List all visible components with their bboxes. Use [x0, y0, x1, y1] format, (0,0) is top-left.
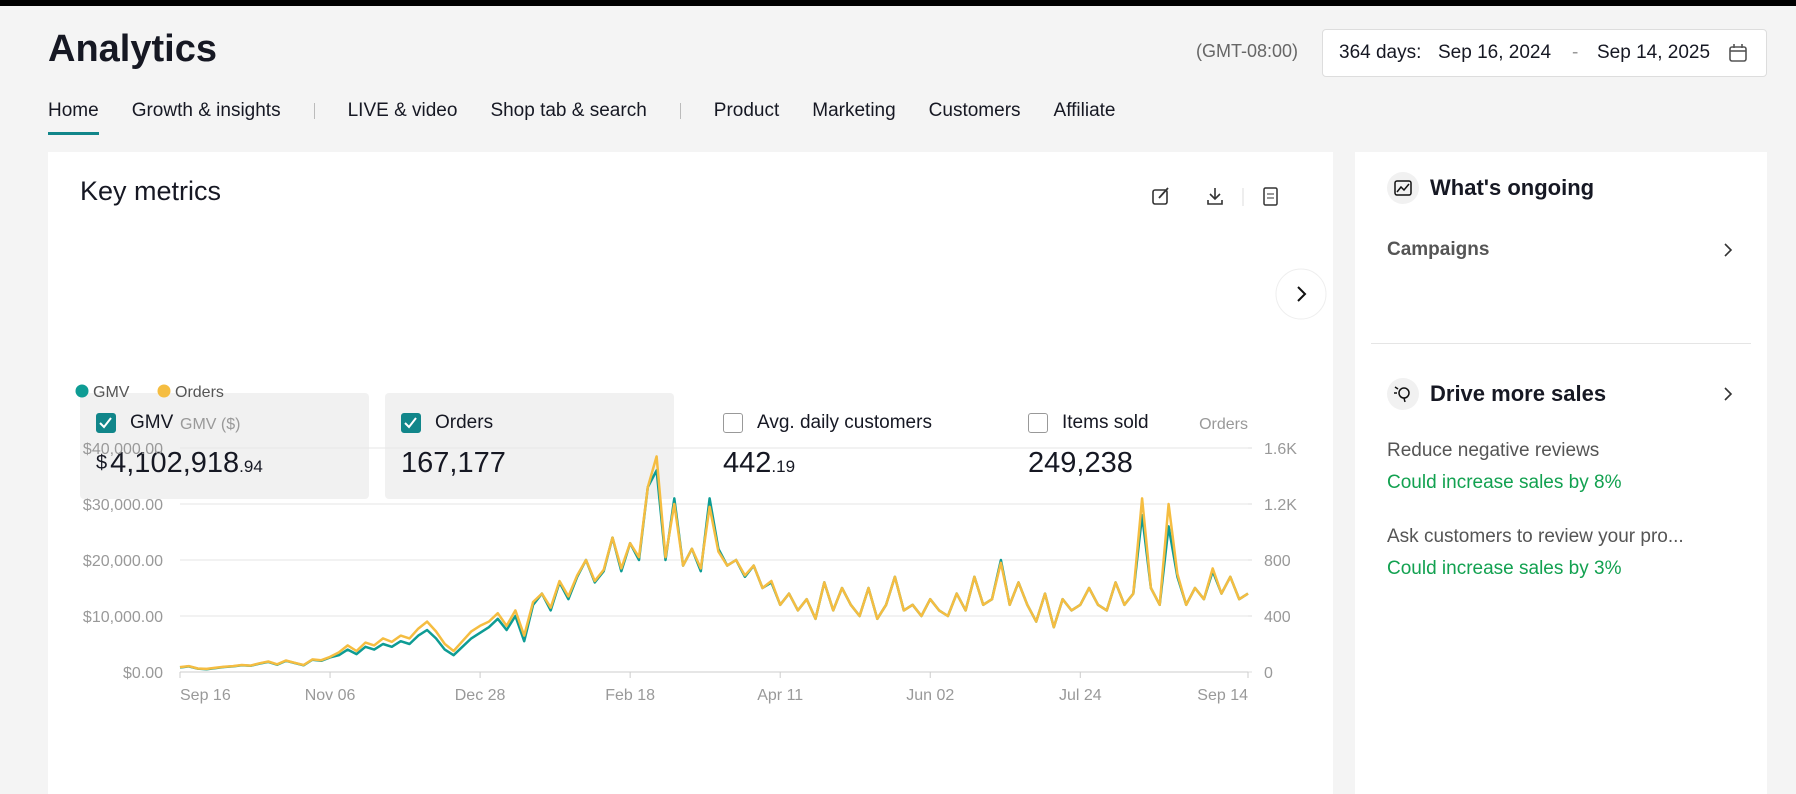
trend-icon — [1387, 172, 1419, 204]
currency: $ — [96, 452, 108, 474]
check — [99, 417, 112, 429]
top-bar — [0, 0, 1796, 6]
nav-separator — [679, 103, 681, 119]
metric-value: 167,177 — [401, 447, 506, 480]
y2-tick-label: 0 — [1264, 665, 1273, 682]
range-label: 364 days: — [1339, 42, 1422, 63]
nav: Home Growth & insights LIVE & video Shop ta… — [48, 100, 1149, 135]
download-icon[interactable] — [1207, 188, 1223, 205]
value-whole: 167,177 — [401, 447, 506, 479]
page-title: Analytics — [48, 28, 217, 70]
checkbox[interactable] — [96, 413, 116, 433]
x-tick-label: Sep 14 — [1197, 687, 1248, 704]
metric-value: 442.19 — [723, 447, 795, 480]
y2-tick-label: 1.2K — [1264, 497, 1297, 514]
metric-name: Orders — [435, 412, 494, 433]
ongoing-title: What's ongoing — [1430, 175, 1595, 200]
bulb-icon — [1387, 378, 1419, 410]
key-metrics-card: Key metrics GMV $4,102,918.94 Orders 167,17… — [48, 152, 1333, 794]
y-tick-label: $10,000.00 — [83, 609, 163, 626]
sidebar: What's ongoing Campaigns Drive more sale… — [1355, 152, 1767, 794]
nav-tab[interactable]: Growth & insights — [131, 100, 281, 121]
y-tick-label: $0.00 — [123, 665, 163, 682]
calendar-icon — [1729, 44, 1747, 62]
card-title: Key metrics — [80, 176, 222, 206]
checkbox[interactable] — [723, 413, 743, 433]
x-tick-label: Nov 06 — [305, 687, 356, 704]
report-icon[interactable] — [1263, 187, 1278, 206]
y2-axis-title: Orders — [1199, 416, 1248, 433]
nav-tab[interactable]: LIVE & video — [347, 100, 458, 121]
suggestion-impact: Could increase sales by 8% — [1387, 472, 1622, 493]
timezone: (GMT-08:00) — [1196, 41, 1299, 61]
legend-dot — [75, 384, 89, 398]
value-fraction: .19 — [771, 457, 796, 476]
chevron[interactable] — [1721, 384, 1735, 404]
y2-tick-label: 1.6K — [1264, 441, 1297, 458]
metric-card[interactable]: Orders 167,177 — [385, 393, 674, 499]
y-tick-label: $20,000.00 — [83, 553, 163, 570]
drive-title: Drive more sales — [1430, 381, 1607, 406]
y-tick-label: $40,000.00 — [83, 441, 163, 458]
series-line — [179, 469, 1249, 671]
campaigns-link[interactable]: Campaigns — [1387, 239, 1490, 260]
nav-tab[interactable]: Product — [713, 100, 780, 121]
y-axis-title: GMV ($) — [180, 416, 240, 433]
end-date: Sep 14, 2025 — [1597, 42, 1711, 63]
x-tick-label: Apr 11 — [757, 687, 803, 704]
nav-separator — [313, 103, 315, 119]
metric-name: Avg. daily customers — [757, 412, 932, 433]
suggestion[interactable]: Ask customers to review your pro... — [1387, 526, 1684, 547]
date-picker[interactable]: 364 days: Sep 16, 2024 - Sep 14, 2025 — [1322, 29, 1767, 77]
divider — [1371, 343, 1751, 344]
dash: - — [1572, 42, 1579, 63]
edit-icon[interactable] — [1152, 187, 1169, 205]
checkbox[interactable] — [1028, 413, 1048, 433]
x-tick-label: Sep 16 — [180, 687, 231, 704]
metric-name: Items sold — [1062, 412, 1149, 433]
metric-value: $4,102,918.94 — [96, 447, 263, 480]
x-tick-label: Dec 28 — [455, 687, 506, 704]
series-line — [179, 455, 1249, 671]
x-tick-label: Jul 24 — [1059, 687, 1102, 704]
legend-label: Orders — [175, 384, 224, 401]
start-date: Sep 16, 2024 — [1438, 42, 1552, 63]
toolbar — [1152, 187, 1278, 206]
metric-card[interactable]: Avg. daily customers 442.19 — [707, 393, 996, 499]
y2-tick-label: 800 — [1264, 553, 1291, 570]
nav-tab[interactable]: Shop tab & search — [490, 100, 647, 121]
suggestion[interactable]: Reduce negative reviews — [1387, 440, 1600, 461]
y2-tick-label: 400 — [1264, 609, 1291, 626]
nav-tab[interactable]: Affiliate — [1053, 100, 1116, 121]
nav-tab[interactable]: Customers — [928, 100, 1021, 121]
check — [404, 417, 417, 429]
next-button[interactable] — [1273, 266, 1329, 322]
legend-dot — [157, 384, 171, 398]
checkbox[interactable] — [401, 413, 421, 433]
metric-name: GMV — [130, 412, 174, 433]
metric-card[interactable]: GMV $4,102,918.94 — [80, 393, 369, 499]
chevron — [1724, 243, 1733, 257]
legend-label: GMV — [93, 384, 130, 401]
x-tick-label: Feb 18 — [605, 687, 655, 704]
metric-value: 249,238 — [1028, 447, 1133, 480]
metric-card[interactable]: Items sold 249,238 — [1012, 393, 1301, 499]
value-fraction: .94 — [239, 457, 263, 476]
value-whole: 4,102,918 — [110, 447, 240, 479]
suggestion-impact: Could increase sales by 3% — [1387, 558, 1622, 579]
y-tick-label: $30,000.00 — [83, 497, 163, 514]
x-tick-label: Jun 02 — [906, 687, 954, 704]
nav-tab[interactable]: Marketing — [812, 100, 896, 121]
nav-tab[interactable]: Home — [48, 100, 99, 135]
value-whole: 249,238 — [1028, 447, 1133, 479]
value-whole: 442 — [723, 447, 772, 479]
